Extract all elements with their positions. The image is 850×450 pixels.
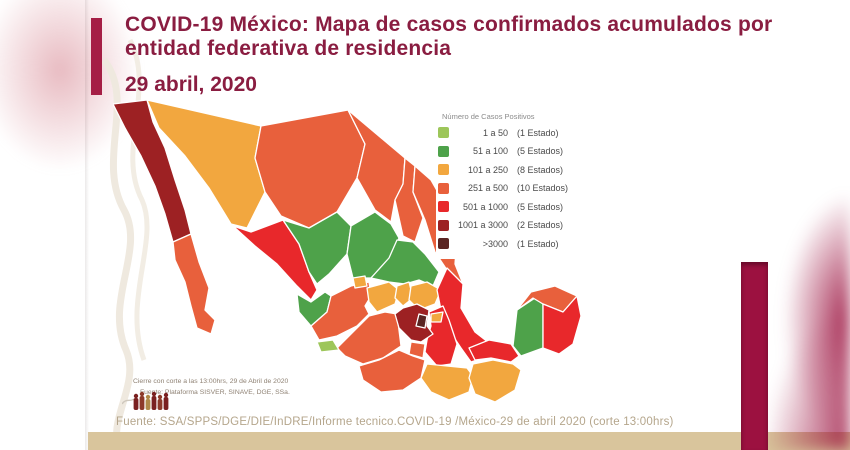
legend-range: 251 a 500 xyxy=(467,183,508,193)
state-michoacan xyxy=(336,311,402,365)
legend-count: (8 Estados) xyxy=(517,164,564,175)
legend-swatch xyxy=(438,182,449,194)
state-quintana-roo xyxy=(542,295,582,355)
map-notes: Cierre con corte a las 13:00hrs, 29 de A… xyxy=(133,377,290,398)
state-colima xyxy=(316,339,340,353)
state-san-luis-potosi xyxy=(370,239,440,287)
legend-title: Número de Casos Positivos xyxy=(442,112,535,121)
state-campeche xyxy=(512,297,544,357)
state-guanajuato xyxy=(366,281,400,313)
state-durango xyxy=(282,211,352,285)
legend-count: (1 Estado) xyxy=(517,238,559,249)
state-chiapas xyxy=(468,359,522,403)
mexico-choropleth-map xyxy=(113,100,582,403)
legend-swatch xyxy=(438,219,449,231)
legend-row: >3000 (1 Estado) xyxy=(438,238,568,249)
legend-count: (5 Estados) xyxy=(517,201,564,212)
page-title: COVID-19 México: Mapa de casos confirmad… xyxy=(125,13,773,60)
legend-count: (1 Estado) xyxy=(517,127,559,138)
map-legend: Número de Casos Positivos 1 a 50 (1 Estad… xyxy=(436,110,577,259)
legend-swatch xyxy=(438,164,449,175)
state-tlaxcala xyxy=(430,311,444,323)
title-accent-bar xyxy=(91,18,102,95)
state-morelos xyxy=(408,341,426,359)
legend-swatch xyxy=(438,127,449,138)
legend-range: 1001 a 3000 xyxy=(457,220,508,230)
legend-count: (5 Estados) xyxy=(517,146,564,156)
legend-range: >3000 xyxy=(482,238,508,249)
legend-count: (10 Estados) xyxy=(517,183,569,193)
legend-row: 1 a 50 (1 Estado) xyxy=(438,127,568,138)
legend-row: 501 a 1000 (5 Estados) xyxy=(438,201,568,212)
state-ciudad-de-mexico xyxy=(415,313,428,329)
note-cutoff: Cierre con corte a las 13:00hrs, 29 de A… xyxy=(133,378,289,385)
footer-source: Fuente: SSA/SPPS/DGE/DIE/InDRE/Informe t… xyxy=(116,416,674,428)
legend-row: 51 a 100 (5 Estados) xyxy=(438,145,568,157)
legend-range: 101 a 250 xyxy=(467,164,508,175)
state-chihuahua xyxy=(254,109,366,229)
state-guerrero xyxy=(358,349,426,393)
bottom-tan-bar xyxy=(88,432,850,450)
legend-range: 51 a 100 xyxy=(472,146,508,156)
legend-swatch xyxy=(438,145,449,157)
state-tabasco xyxy=(468,339,520,363)
legend-row: 101 a 250 (8 Estados) xyxy=(438,164,568,175)
page-date: 29 abril, 2020 xyxy=(125,73,257,96)
people-logo xyxy=(122,391,169,410)
legend-range: 501 a 1000 xyxy=(462,201,508,212)
legend-swatch xyxy=(438,201,449,212)
legend-swatch xyxy=(438,238,449,249)
legend-count: (2 Estados) xyxy=(517,220,564,230)
slide-edge xyxy=(85,0,89,450)
right-crimson-bar xyxy=(741,262,768,450)
legend-range: 1 a 50 xyxy=(482,127,508,138)
note-source: Fuente: Plataforma SISVER, SINAVE, DGE, … xyxy=(140,388,290,396)
state-baja-california-sur xyxy=(172,233,216,335)
state-aguascalientes xyxy=(352,275,368,289)
legend-row: 1001 a 3000 (2 Estados) xyxy=(438,219,568,231)
state-hidalgo xyxy=(408,281,442,311)
legend-row: 251 a 500 (10 Estados) xyxy=(438,182,569,194)
state-estado-de-mexico xyxy=(394,303,434,343)
state-oaxaca xyxy=(420,363,474,401)
